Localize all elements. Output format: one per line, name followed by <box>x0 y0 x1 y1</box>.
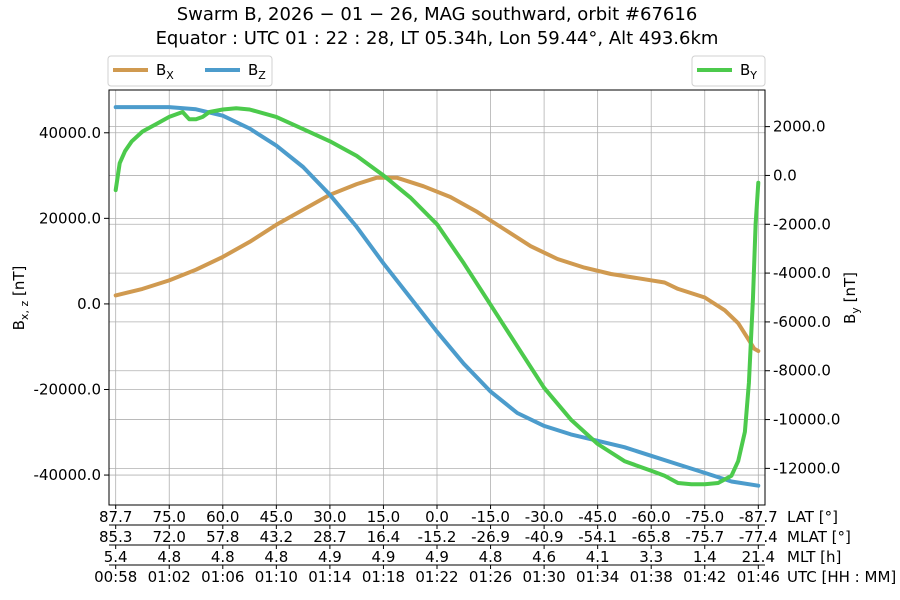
bottom-axis-tick-label: 45.0 <box>260 508 293 526</box>
bottom-axis-label: MLT [h] <box>787 548 841 566</box>
bottom-axis-tick-label: 87.7 <box>99 508 132 526</box>
bottom-axis-tick-label: 16.4 <box>367 528 400 546</box>
series-line-bx <box>113 175 761 353</box>
right-y-axis: 2000.0 0.0 -2000.0 -4000.0 -6000.0 -8000.0 -10… <box>765 118 840 477</box>
right-y-tick-label: -12000.0 <box>773 459 840 477</box>
bottom-axis-tick-label: 01:38 <box>630 568 673 586</box>
bottom-axis-tick-label: 01:34 <box>576 568 619 586</box>
bottom-axis-tick-label: 30.0 <box>313 508 346 526</box>
bottom-axis-label: UTC [HH : MM] <box>787 568 896 586</box>
bottom-axis-tick-label: 01:10 <box>255 568 298 586</box>
bottom-axis-tick-label: 4.9 <box>318 548 342 566</box>
bottom-axis-tick-label: 43.2 <box>260 528 293 546</box>
bottom-axis-tick-label: -75.7 <box>685 528 724 546</box>
bottom-axis-tick-label: -60.0 <box>632 508 671 526</box>
chart-title-line2: Equator : UTC 01 : 22 : 28, LT 05.34h, L… <box>156 28 719 49</box>
bottom-axis-tick-label: -75.0 <box>685 508 724 526</box>
bottom-axis-tick-label: 4.9 <box>372 548 396 566</box>
bottom-axis-label: LAT [°] <box>787 508 838 526</box>
right-y-tick-label: -6000.0 <box>773 313 831 331</box>
bottom-axis-tick-label: 4.9 <box>425 548 449 566</box>
bottom-axis-tick-label: -54.1 <box>578 528 617 546</box>
right-y-tick-label: -10000.0 <box>773 411 840 429</box>
bottom-axis-tick-label: 1.4 <box>693 548 717 566</box>
right-y-tick-label: -8000.0 <box>773 362 831 380</box>
bottom-axis-tick-label: 4.6 <box>532 548 556 566</box>
series-layer <box>113 105 761 488</box>
bottom-axis-tick-label: -40.9 <box>525 528 564 546</box>
bottom-axis-tick-label: 85.3 <box>99 528 132 546</box>
left-y-tick-label: -40000.0 <box>34 466 101 484</box>
legend-left-box <box>107 55 273 87</box>
bottom-axis-label: MLAT [°] <box>787 528 851 546</box>
bottom-axis-tick-label: 4.8 <box>211 548 235 566</box>
left-y-tick-label: 40000.0 <box>39 124 101 142</box>
bottom-axis-tick-label: 01:02 <box>148 568 191 586</box>
right-y-tick-label: -4000.0 <box>773 264 831 282</box>
bottom-axis-tick-label: 01:14 <box>308 568 351 586</box>
bottom-axis-tick-label: 15.0 <box>367 508 400 526</box>
bottom-axis-tick-label: 01:06 <box>201 568 244 586</box>
legend-left: BX BZ <box>107 55 273 87</box>
bottom-axis-tick-label: 4.8 <box>479 548 503 566</box>
bottom-axis-tick-label: -65.8 <box>632 528 671 546</box>
legend-label-by: BY <box>740 61 757 82</box>
bottom-axis-tick-label: 4.8 <box>157 548 181 566</box>
chart-title-line1: Swarm B, 2026 − 01 − 26, MAG southward, … <box>177 4 698 25</box>
bottom-axis-tick-label: 72.0 <box>153 528 186 546</box>
bottom-axis-tick-label: -77.4 <box>739 528 778 546</box>
bottom-axis-tick-label: -87.7 <box>739 508 778 526</box>
left-y-tick-label: -20000.0 <box>34 380 101 398</box>
bottom-axis-tick-label: 0.0 <box>425 508 449 526</box>
bottom-axis-tick-label: -26.9 <box>471 528 510 546</box>
bottom-axis-tick-label: -45.0 <box>578 508 617 526</box>
bottom-axis-tick-label: 01:22 <box>415 568 458 586</box>
bottom-axis-tick-label: 60.0 <box>206 508 239 526</box>
bottom-axis-tick-label: 21.4 <box>742 548 775 566</box>
right-y-tick-label: -2000.0 <box>773 215 831 233</box>
bottom-axis-tick-label: 01:46 <box>737 568 780 586</box>
bottom-axis-tick-label: 01:42 <box>683 568 726 586</box>
left-y-axis: 40000.0 20000.0 0.0 -20000.0 -40000.0 <box>34 124 109 484</box>
bottom-axis-tick-label: 4.8 <box>264 548 288 566</box>
bottom-axis-tick-label: 5.4 <box>104 548 128 566</box>
bottom-axis-tick-label: 57.8 <box>206 528 239 546</box>
bottom-axis-tick-label: 3.3 <box>639 548 663 566</box>
bottom-axis-tick-label: -15.2 <box>418 528 457 546</box>
bottom-axis-tick-label: -15.0 <box>471 508 510 526</box>
bottom-axis-tick-label: 75.0 <box>153 508 186 526</box>
bottom-axis-tick-label: 01:18 <box>362 568 405 586</box>
bottom-axis-tick-label: -30.0 <box>525 508 564 526</box>
series-line-bz <box>113 105 761 488</box>
bottom-axis-tick-label: 01:26 <box>469 568 512 586</box>
legend-label-bx: BX <box>156 61 174 82</box>
left-y-axis-label: Bx, z [nT] <box>10 266 31 331</box>
grid <box>109 90 765 505</box>
left-y-tick-label: 20000.0 <box>39 209 101 227</box>
left-y-tick-label: 0.0 <box>77 295 101 313</box>
bottom-axis-tick-label: 28.7 <box>313 528 346 546</box>
legend-label-bz: BZ <box>248 61 266 82</box>
bottom-axis-tick-label: 4.1 <box>586 548 610 566</box>
right-y-tick-label: 0.0 <box>773 166 797 184</box>
right-y-axis-label: By [nT] <box>841 272 862 324</box>
legend-right: BY <box>691 55 766 87</box>
right-y-tick-label: 2000.0 <box>773 118 826 136</box>
bottom-axes: 87.7 75.0 60.0 45.0 30.0 15.0 0.0 -15.0 -30.0 -45… <box>94 504 896 586</box>
bottom-axis-tick-label: 00:58 <box>94 568 137 586</box>
bottom-axis-tick-label: 01:30 <box>522 568 565 586</box>
series-line-by <box>113 106 761 487</box>
